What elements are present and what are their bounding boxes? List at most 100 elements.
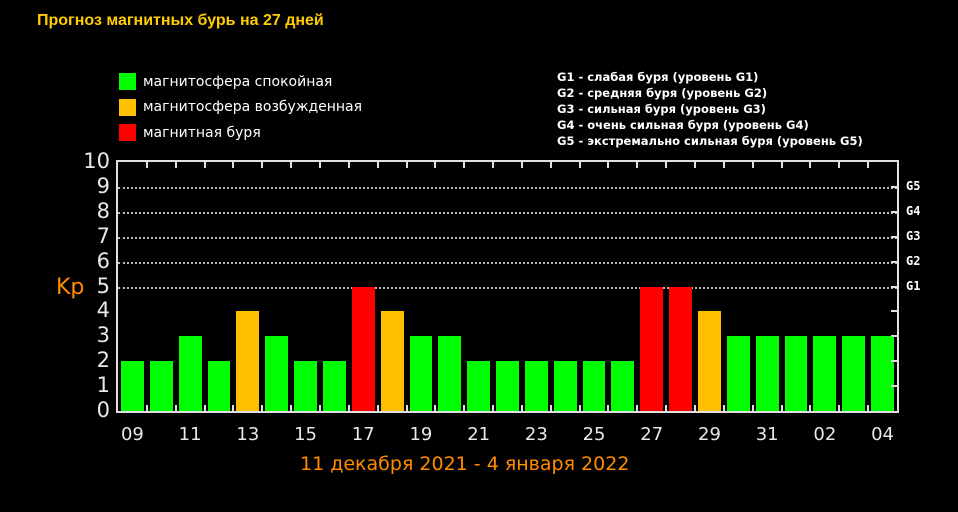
top-tick <box>636 162 639 168</box>
x-tick <box>203 405 206 411</box>
x-tick <box>376 405 379 411</box>
x-tick-label: 29 <box>698 424 721 445</box>
bar-25 <box>582 361 606 411</box>
legend-item-excited: магнитосфера возбужденная <box>119 95 362 121</box>
x-tick <box>492 405 495 411</box>
top-tick <box>780 162 783 168</box>
x-tick-label: 25 <box>582 424 606 445</box>
bar-19 <box>409 336 433 411</box>
top-tick <box>232 162 235 168</box>
x-tick <box>318 405 321 411</box>
x-tick <box>809 405 812 411</box>
top-tick <box>722 162 725 168</box>
top-tick <box>549 162 552 168</box>
right-tick <box>891 285 897 288</box>
top-tick <box>290 162 293 168</box>
y-axis-label: Kp <box>56 275 85 300</box>
y-tick-label: 7 <box>96 223 110 248</box>
top-tick <box>347 162 350 168</box>
y-tick-label: 8 <box>96 198 110 223</box>
top-tick <box>607 162 610 168</box>
y-tick-label: 2 <box>96 348 110 373</box>
x-tick <box>607 405 610 411</box>
g-level-label: G5 <box>906 178 921 193</box>
top-tick <box>318 162 321 168</box>
y-tick-label: 9 <box>96 173 110 198</box>
x-tick <box>838 405 841 411</box>
x-tick <box>434 405 437 411</box>
x-tick-label: 23 <box>524 424 548 445</box>
legend-label: магнитная буря <box>143 124 261 141</box>
x-tick <box>636 405 639 411</box>
x-tick <box>780 405 783 411</box>
bar-14 <box>265 336 289 411</box>
bar-12 <box>207 361 231 411</box>
x-tick <box>290 405 293 411</box>
right-tick <box>891 310 897 313</box>
top-tick <box>520 162 523 168</box>
top-tick <box>694 162 697 168</box>
x-tick <box>174 405 177 411</box>
status-legend: магнитосфера спокойная магнитосфера возб… <box>119 69 362 146</box>
bar-03 <box>842 336 866 411</box>
top-tick <box>261 162 264 168</box>
bar-11 <box>178 336 202 411</box>
top-tick <box>838 162 841 168</box>
x-tick <box>405 405 408 411</box>
x-tick-label: 13 <box>236 424 260 445</box>
g-level-label: G4 <box>906 203 921 218</box>
x-tick <box>463 405 466 411</box>
x-tick <box>665 405 668 411</box>
bar-15 <box>294 361 317 411</box>
legend-item-calm: магнитосфера спокойная <box>119 69 362 95</box>
x-tick <box>261 405 264 411</box>
bar-04 <box>871 336 894 411</box>
top-tick <box>665 162 668 168</box>
x-tick-label: 21 <box>467 424 491 445</box>
top-tick <box>751 162 754 168</box>
g-level-label: G2 <box>906 253 921 268</box>
x-tick-label: 04 <box>871 424 895 445</box>
legend-label: магнитосфера возбужденная <box>143 99 363 116</box>
bar-23 <box>524 361 548 411</box>
right-tick <box>891 385 897 388</box>
x-tick-label: 15 <box>294 424 317 445</box>
x-tick-label: 19 <box>409 424 433 445</box>
top-tick <box>578 162 581 168</box>
y-tick-label: 5 <box>96 273 110 298</box>
right-tick <box>891 210 897 213</box>
y-tick-label: 0 <box>96 398 110 422</box>
x-tick <box>867 405 870 411</box>
bar-20 <box>438 336 462 411</box>
bar-09 <box>121 361 144 411</box>
g-legend-item: G2 - средняя буря (уровень G2) <box>557 86 768 100</box>
right-tick <box>891 235 897 238</box>
x-tick <box>145 405 148 411</box>
bar-21 <box>467 361 491 411</box>
bar-17 <box>351 286 375 411</box>
top-tick <box>174 162 177 168</box>
bar-30 <box>726 336 750 411</box>
g-legend-item: G4 - очень сильная буря (уровень G4) <box>557 118 809 132</box>
top-tick <box>434 162 437 168</box>
g-level-label: G1 <box>906 278 921 293</box>
bar-31 <box>755 336 779 411</box>
g-level-label: G3 <box>906 228 921 243</box>
top-tick <box>463 162 466 168</box>
g-legend-item: G3 - сильная буря (уровень G3) <box>557 102 766 116</box>
g-legend-item: G5 - экстремально сильная буря (уровень … <box>557 134 863 148</box>
bar-13 <box>236 311 260 411</box>
y-tick-label: 6 <box>96 248 110 273</box>
x-tick <box>347 405 350 411</box>
chart-title: Прогноз магнитных бурь на 27 дней <box>37 12 324 29</box>
bar-24 <box>553 361 577 411</box>
x-tick <box>578 405 581 411</box>
y-tick-label: 3 <box>96 323 110 348</box>
y-tick-label: 1 <box>96 373 110 398</box>
x-tick <box>549 405 552 411</box>
swatch-storm <box>119 124 136 142</box>
x-tick-label: 31 <box>755 424 779 445</box>
x-tick <box>751 405 754 411</box>
gridline <box>118 286 897 289</box>
x-tick-label: 27 <box>640 424 664 445</box>
